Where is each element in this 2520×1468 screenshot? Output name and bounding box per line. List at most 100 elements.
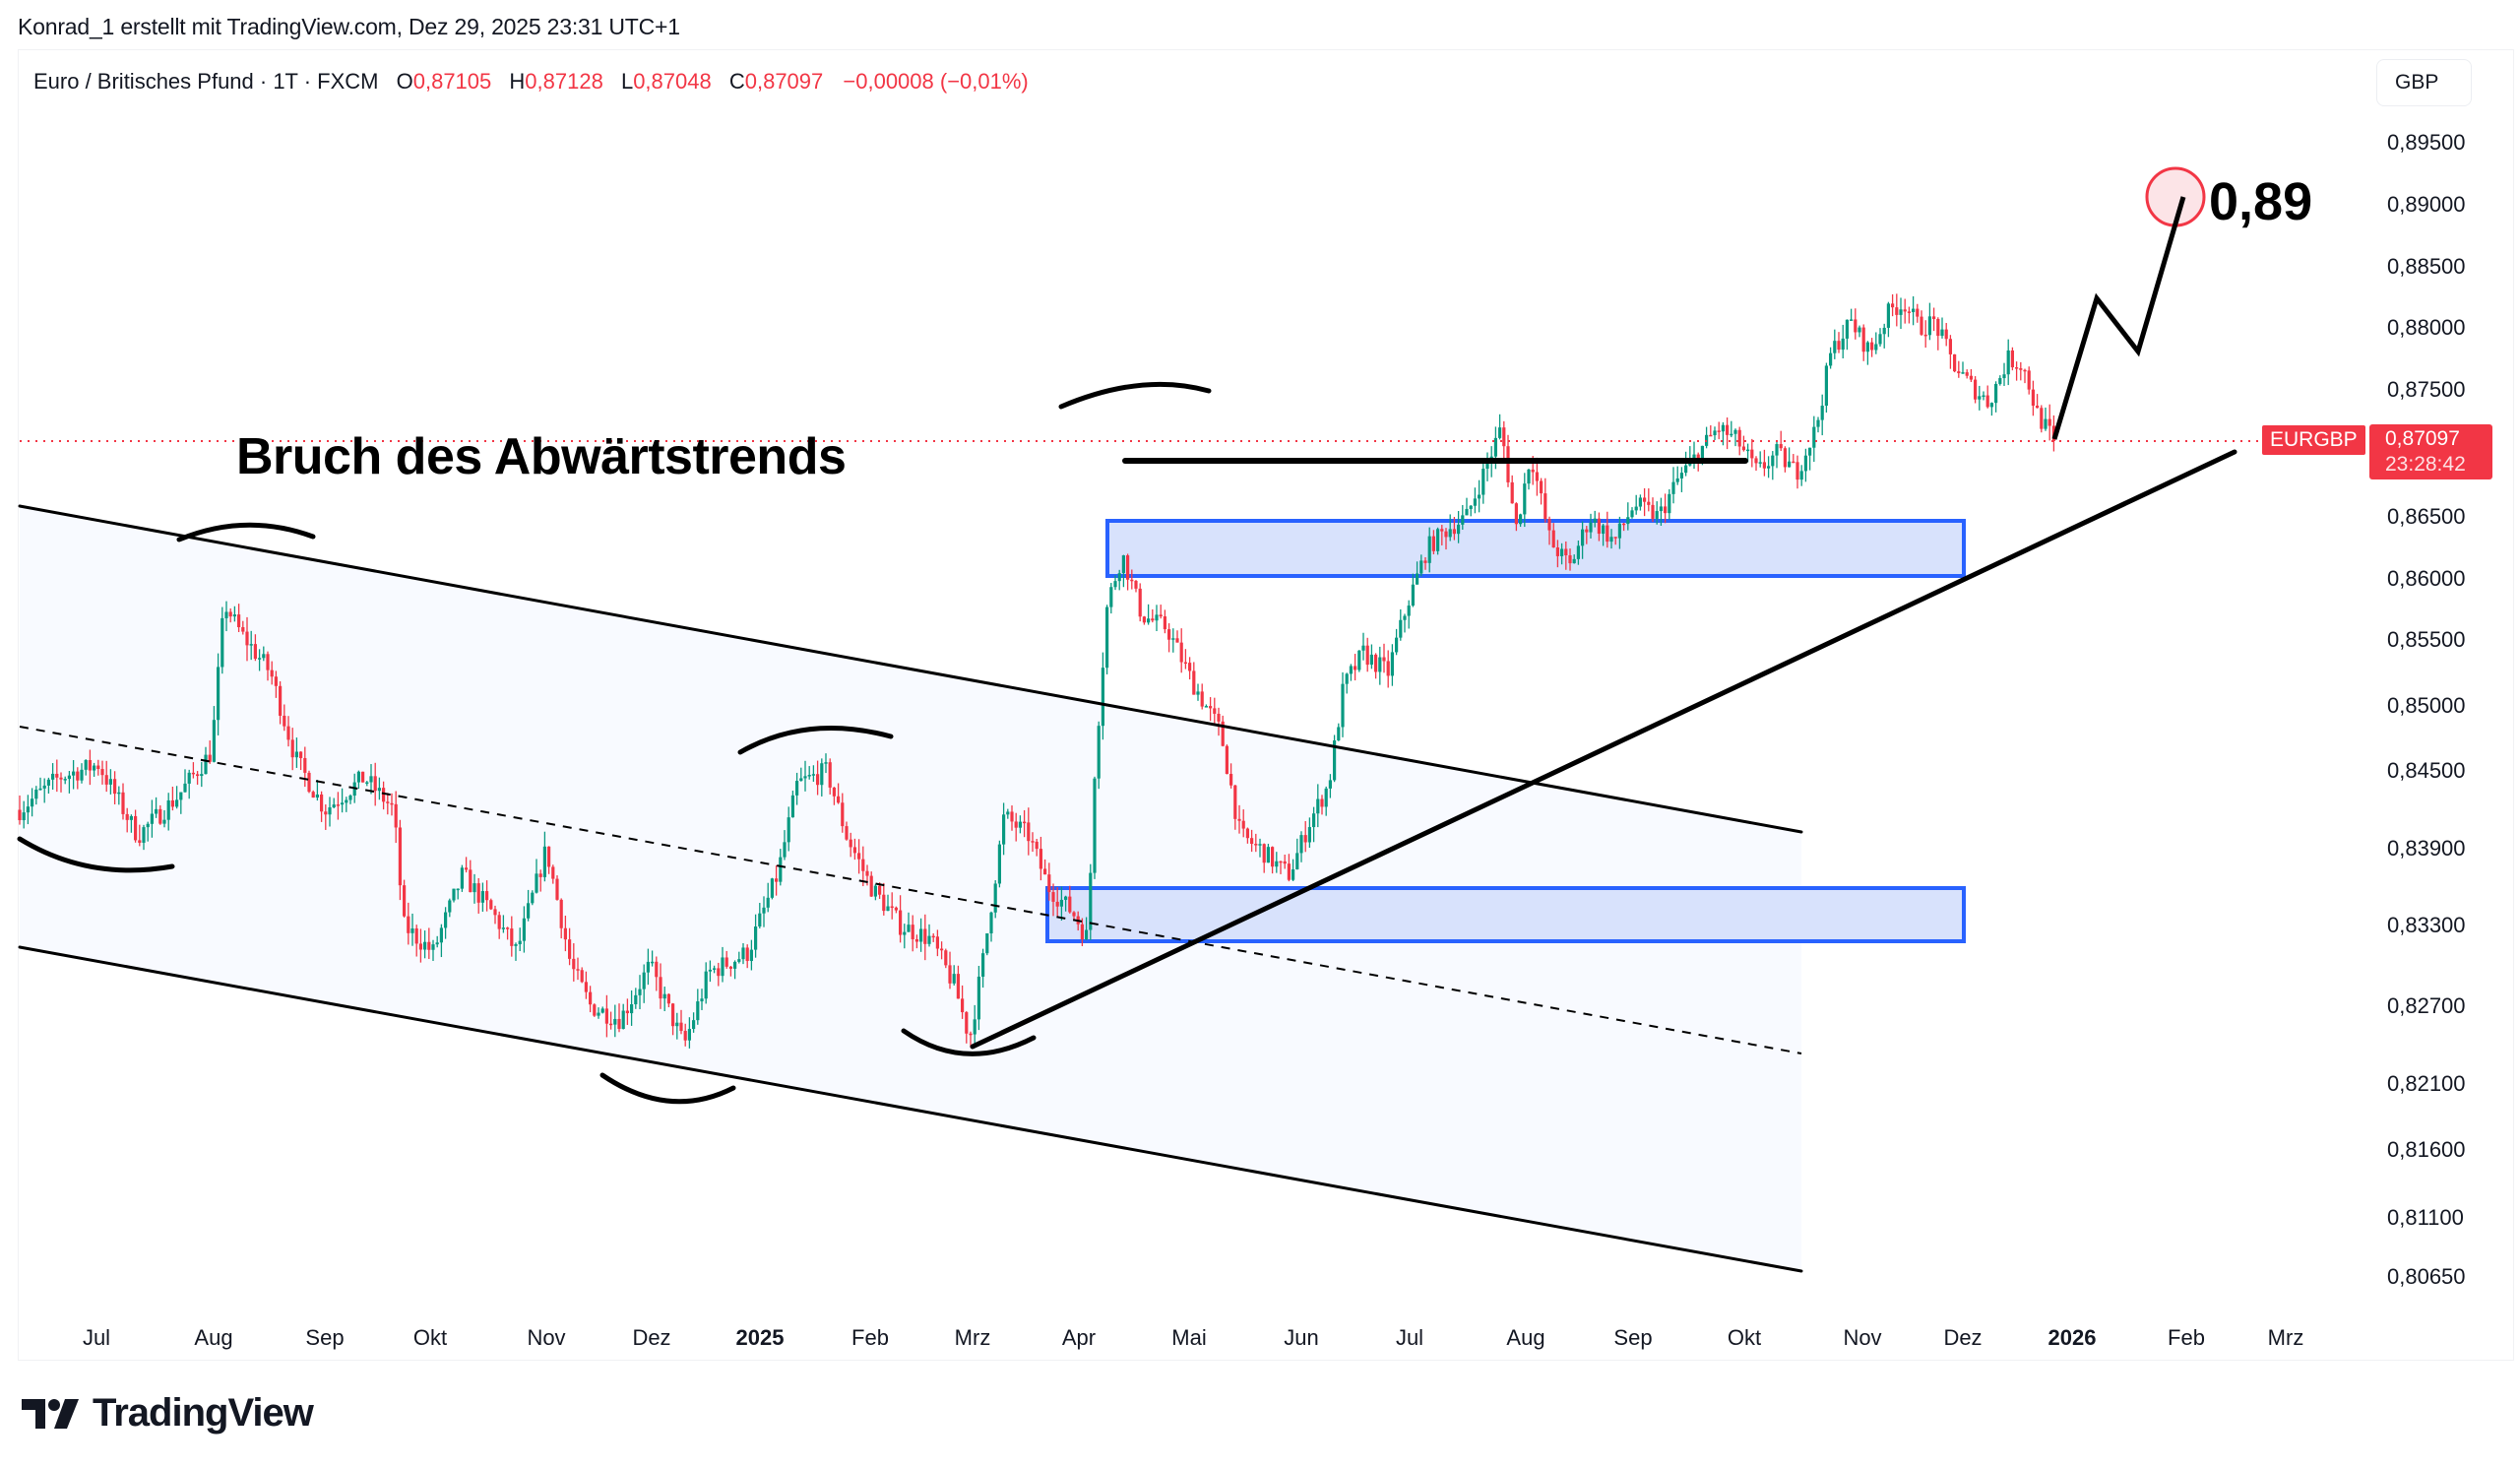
candle-body: [1547, 519, 1551, 531]
candle: [1796, 455, 1799, 489]
candle: [886, 894, 890, 912]
candle-body: [18, 809, 22, 821]
candle-body: [1188, 663, 1192, 671]
candle: [336, 792, 340, 820]
candle-body: [849, 839, 852, 848]
candle-body: [237, 614, 241, 628]
candle-body: [1940, 329, 1944, 337]
candle: [1858, 325, 1861, 338]
candle-body: [72, 771, 76, 776]
candle: [480, 882, 484, 912]
candle-body: [1523, 483, 1527, 515]
candle-body: [444, 912, 448, 928]
candle: [1349, 664, 1353, 681]
candle-body: [733, 961, 737, 969]
candle-body: [1613, 537, 1617, 539]
candle-body: [824, 762, 828, 764]
candle-body: [146, 823, 150, 828]
candle-body: [1237, 818, 1241, 821]
candle: [88, 749, 92, 786]
candle: [1812, 415, 1816, 463]
candle: [914, 934, 918, 949]
candle-body: [1324, 788, 1328, 807]
symbol-price-label: EURGBP: [2262, 425, 2365, 455]
candle-body: [816, 774, 820, 786]
candle: [2002, 362, 2006, 387]
candle: [713, 965, 717, 974]
candle-body: [31, 798, 34, 807]
candle-body: [1047, 874, 1051, 893]
candle-body: [407, 916, 410, 933]
candle-body: [1750, 449, 1754, 459]
candle: [1551, 523, 1555, 548]
candle-body: [1093, 778, 1097, 873]
candle: [80, 763, 84, 784]
candle: [2036, 394, 2040, 409]
candle-body: [1812, 426, 1816, 448]
candle: [1386, 650, 1390, 688]
candle: [1002, 802, 1006, 856]
candle: [1018, 815, 1022, 834]
candle-body: [1341, 683, 1345, 728]
price-axis-tick: 0,85000: [2387, 693, 2466, 718]
candle: [1585, 526, 1589, 544]
candle: [1758, 451, 1762, 468]
candle: [356, 770, 360, 790]
candle-body: [510, 928, 514, 946]
candle-body: [175, 799, 179, 807]
candle-body: [1721, 424, 1725, 432]
candle-body: [377, 788, 381, 792]
candle-body: [1792, 461, 1796, 464]
candle: [589, 986, 593, 1013]
candle-body: [787, 817, 790, 843]
candle: [196, 771, 200, 785]
candle-body: [1035, 841, 1039, 850]
candle: [394, 791, 398, 844]
candle: [1572, 554, 1576, 564]
candle: [117, 786, 121, 805]
price-axis-tick: 0,83300: [2387, 913, 2466, 937]
candle: [1039, 836, 1042, 881]
candle: [63, 776, 67, 785]
currency-button[interactable]: GBP: [2376, 59, 2472, 106]
annotation-target-price[interactable]: 0,89: [2209, 172, 2313, 231]
candle-body: [138, 840, 142, 843]
candle-body: [1225, 745, 1228, 775]
candle-body: [1912, 308, 1916, 313]
candle: [72, 760, 76, 790]
candle: [762, 896, 766, 927]
candle: [965, 1010, 969, 1044]
candle-body: [952, 974, 956, 984]
candle-body: [1874, 344, 1878, 351]
candle-body: [1519, 514, 1523, 525]
candle-body: [286, 726, 290, 740]
candle-body: [253, 644, 257, 660]
candle-body: [717, 968, 721, 977]
candle: [1461, 504, 1465, 530]
candle-body: [196, 774, 200, 777]
candle: [294, 737, 298, 768]
candle-body: [886, 906, 890, 912]
candle: [733, 960, 737, 980]
candle-body: [1659, 506, 1663, 512]
candle-body: [1159, 614, 1163, 617]
candle: [911, 915, 914, 952]
candlestick-series: [18, 293, 2055, 1049]
candle-body: [1713, 430, 1717, 436]
candle: [956, 965, 960, 999]
candle: [1626, 502, 1630, 531]
candle: [724, 950, 728, 969]
candle: [328, 797, 332, 827]
candle: [1854, 308, 1858, 340]
candle: [1369, 644, 1373, 670]
candle-body: [985, 932, 989, 954]
candle-body: [518, 940, 522, 945]
candle-body: [1679, 473, 1683, 479]
candle: [1820, 394, 1824, 436]
annotation-trend-break[interactable]: Bruch des Abwärtstrends: [236, 428, 847, 485]
swing-high-arc: [1058, 381, 1212, 410]
candle: [1965, 369, 1969, 379]
symbol-name[interactable]: Euro / Britisches Pfund · 1T · FXCM: [33, 69, 379, 94]
candle-body: [1957, 371, 1961, 374]
